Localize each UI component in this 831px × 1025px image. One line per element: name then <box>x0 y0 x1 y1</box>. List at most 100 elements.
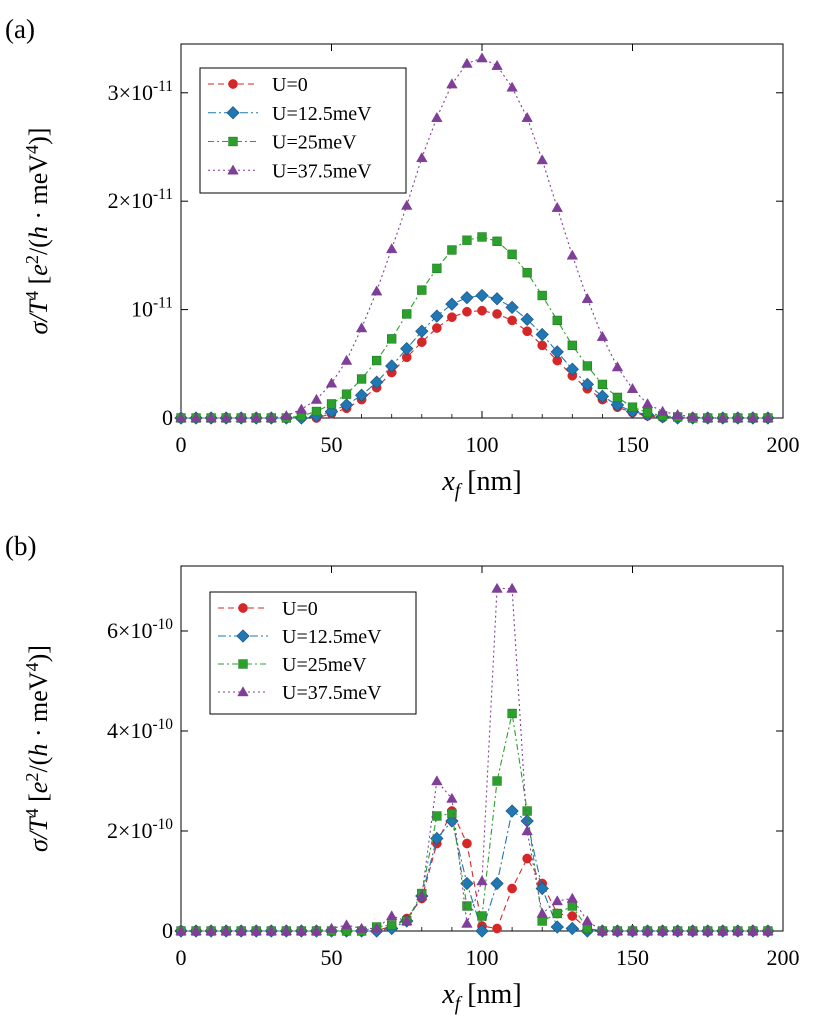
y-tick-label: 4×10-10 <box>107 716 173 743</box>
y-axis-label: σ/T4 [e2/(h · meV4)] <box>22 645 53 852</box>
data-point <box>566 892 579 903</box>
data-point <box>491 59 503 70</box>
series-line <box>181 57 768 419</box>
data-point <box>492 236 502 246</box>
data-point <box>280 410 293 421</box>
x-tick-label: 200 <box>767 945 800 970</box>
x-tick-label: 50 <box>321 432 343 457</box>
data-point <box>686 411 699 422</box>
data-point <box>235 412 247 423</box>
data-point <box>310 925 323 936</box>
legend: U=0 U=12.5meV U=25meV U=37.5meV <box>209 591 417 715</box>
legend-label: U=25meV <box>272 132 357 154</box>
data-point <box>432 811 442 821</box>
data-point <box>205 925 217 936</box>
data-point <box>535 881 549 896</box>
data-point <box>762 412 774 423</box>
legend-marker <box>238 603 248 613</box>
data-point <box>387 920 397 930</box>
data-point <box>581 915 594 926</box>
data-point <box>402 309 412 319</box>
x-tick-label: 200 <box>767 432 800 457</box>
data-point <box>610 398 625 412</box>
data-point <box>505 804 519 818</box>
data-point <box>551 895 563 906</box>
y-axis-label: σ/T4 [e2/(h · meV4)] <box>22 128 53 335</box>
x-tick-label: 100 <box>466 432 499 457</box>
data-point <box>416 152 428 163</box>
data-point <box>416 890 428 901</box>
data-point <box>507 249 517 259</box>
data-point <box>491 582 503 593</box>
y-tick-label: 2×10-10 <box>107 816 173 843</box>
x-tick-label: 150 <box>616 945 649 970</box>
data-point <box>535 327 549 342</box>
x-tick-label: 0 <box>176 945 187 970</box>
data-point <box>280 925 293 936</box>
data-point <box>627 402 638 412</box>
data-point <box>400 341 414 356</box>
data-point <box>507 883 517 894</box>
chart-panel-a: (a) 0 50 100 150 200 0 10-11 2×10-11 3×10-11 xf [n… <box>5 14 800 502</box>
data-point <box>732 925 744 936</box>
x-tick-label: 0 <box>176 432 187 457</box>
data-point <box>447 245 457 255</box>
legend-marker <box>237 686 249 697</box>
data-point <box>461 917 473 928</box>
data-point <box>565 921 579 936</box>
data-point <box>461 57 473 68</box>
y-tick-label: 10-11 <box>131 295 173 322</box>
data-point <box>370 285 383 296</box>
data-point <box>612 392 623 403</box>
data-point <box>460 291 474 305</box>
data-point <box>430 309 444 323</box>
data-point <box>370 375 384 389</box>
data-point <box>415 324 429 338</box>
data-point <box>747 925 759 936</box>
data-point <box>642 407 653 418</box>
y-tick-label: 2×10-11 <box>108 186 173 213</box>
series-U=37.5meV <box>175 582 774 936</box>
data-point <box>476 52 488 63</box>
data-point <box>490 876 504 891</box>
chart-panel-b: (b) 0 50 100 150 200 0 2×10-10 4×10-10 6×10-10 xf … <box>5 531 800 1015</box>
data-point <box>566 249 579 260</box>
data-point <box>401 915 413 926</box>
data-point <box>521 825 533 836</box>
data-point <box>702 412 714 423</box>
data-point <box>762 925 774 936</box>
data-point <box>430 831 444 846</box>
data-point <box>581 292 594 303</box>
data-point <box>596 925 609 936</box>
data-point <box>506 81 518 92</box>
legend-label: U=0 <box>272 74 308 96</box>
data-point <box>355 922 368 933</box>
data-point <box>387 334 397 344</box>
legend-marker <box>228 136 238 147</box>
legend: U=0 U=12.5meV U=25meV U=37.5meV <box>199 67 407 194</box>
data-point <box>432 263 442 274</box>
data-point <box>522 806 532 816</box>
legend-marker <box>236 629 250 643</box>
legend-marker <box>228 79 238 89</box>
data-point <box>235 925 247 936</box>
data-point <box>507 315 517 326</box>
y-tick-label: 6×10-10 <box>107 616 173 643</box>
data-point <box>446 78 458 89</box>
y-tick-label: 3×10-11 <box>108 78 173 105</box>
data-point <box>311 406 322 417</box>
data-point <box>295 925 308 936</box>
legend-marker <box>226 106 240 120</box>
legend-label: U=37.5meV <box>272 160 372 182</box>
data-point <box>175 925 187 936</box>
x-axis-label: xf [nm] <box>441 979 521 1015</box>
data-point <box>265 412 278 423</box>
x-tick-label: 150 <box>616 432 649 457</box>
data-point <box>205 412 217 423</box>
data-point <box>356 374 367 384</box>
x-tick-label: 50 <box>321 945 343 970</box>
data-point <box>506 582 518 593</box>
data-point <box>521 111 533 122</box>
data-point <box>477 911 487 921</box>
